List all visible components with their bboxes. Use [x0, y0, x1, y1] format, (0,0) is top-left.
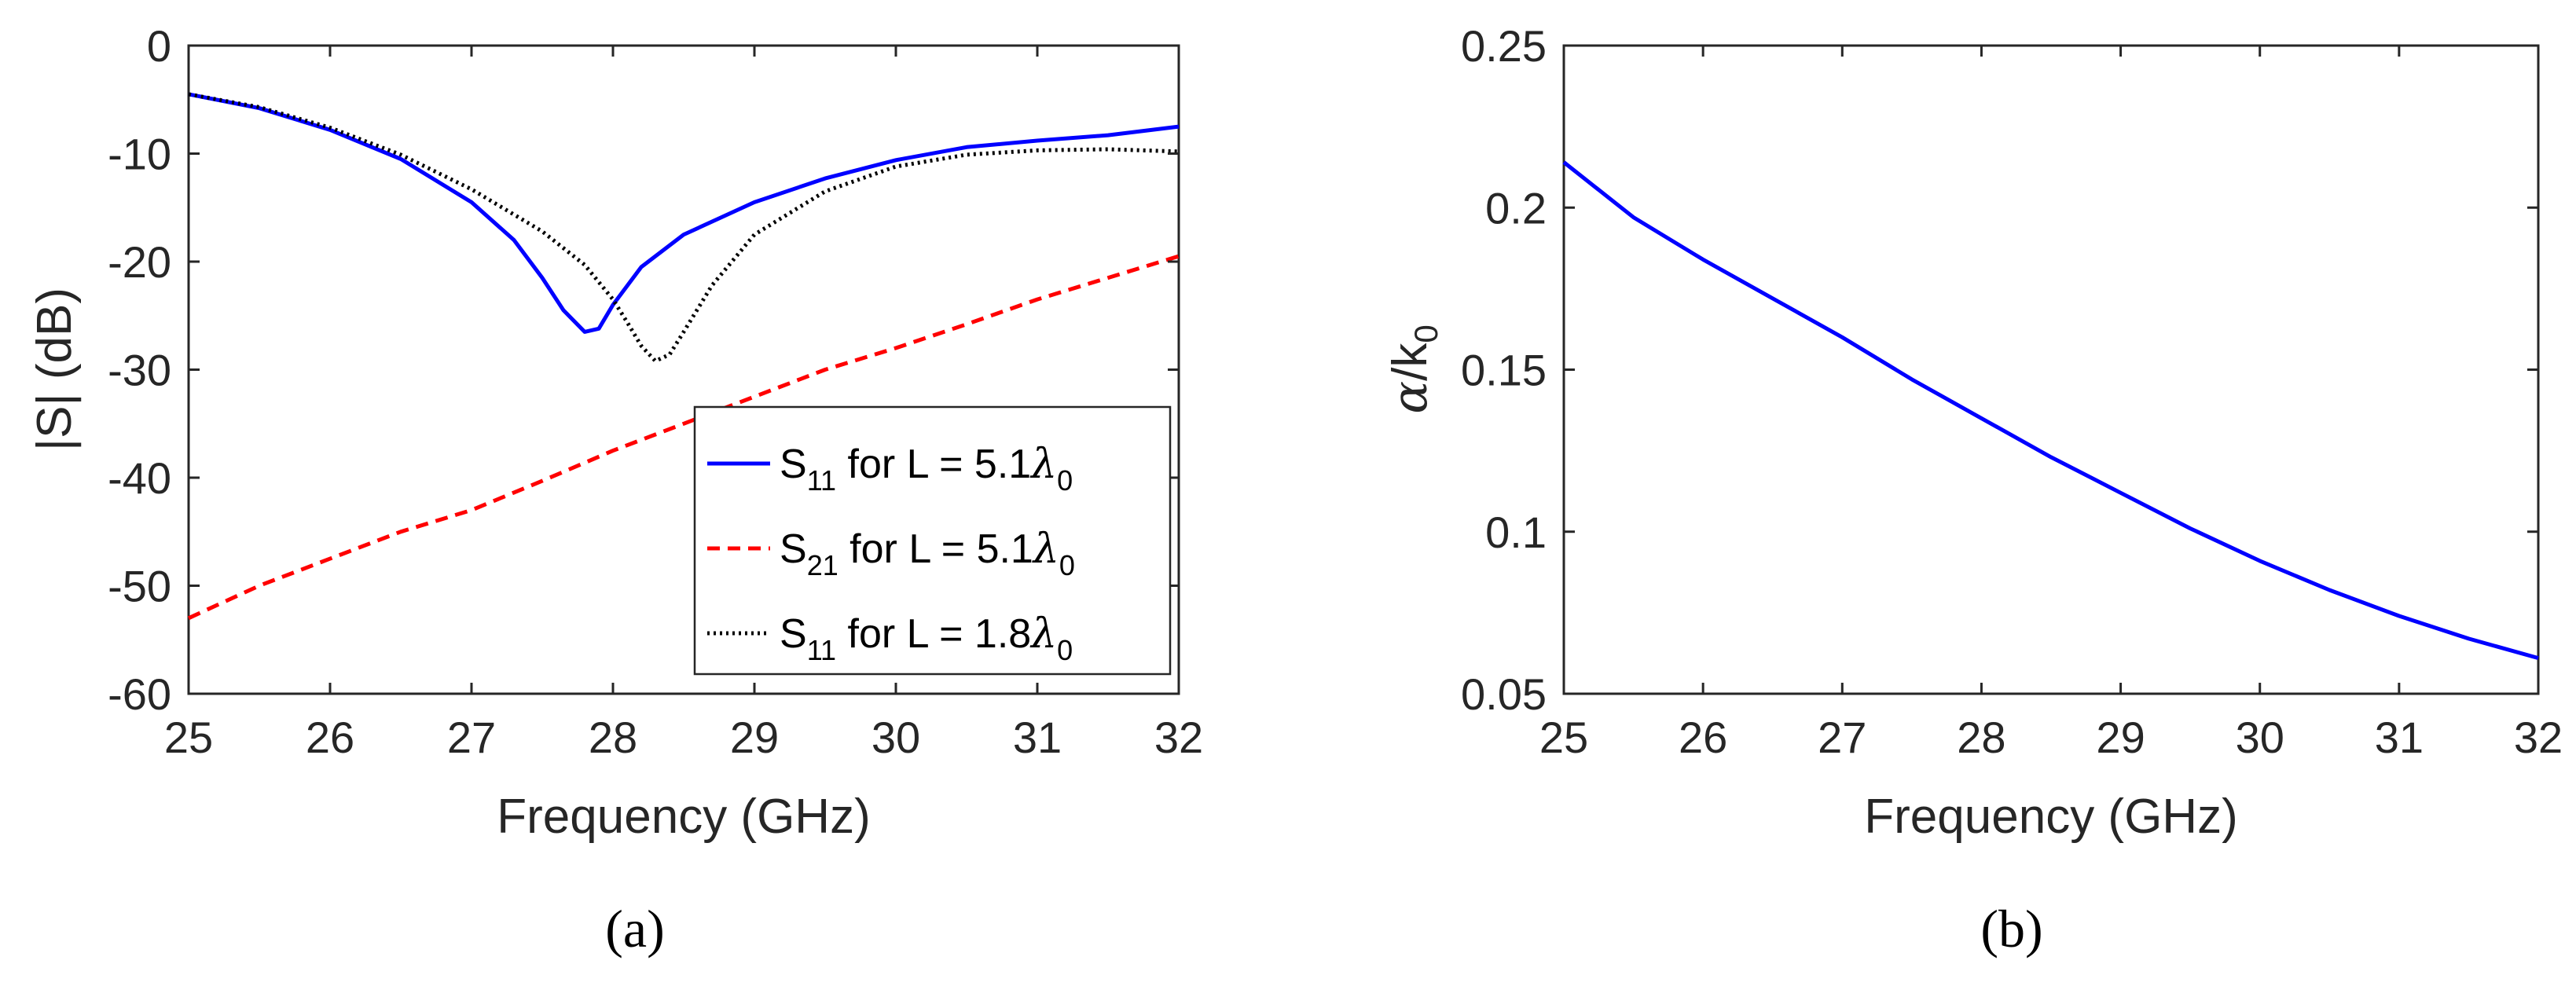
x-tick-label: 32 [2514, 713, 2563, 762]
legend-entry-2: S11 for L = 1.8λ0 [780, 610, 1073, 666]
panel-b-label: (b) [1980, 899, 2042, 959]
y-tick-label: 0 [147, 21, 171, 71]
x-tick-label: 26 [306, 713, 354, 762]
x-tick-label: 32 [1154, 713, 1203, 762]
x-tick-label: 26 [1679, 713, 1727, 762]
y-tick-label: 0.15 [1461, 346, 1547, 395]
legend-entry-1: S21 for L = 5.1λ0 [780, 526, 1075, 581]
x-tick-label: 28 [1957, 713, 2005, 762]
x-tick-label: 29 [2096, 713, 2145, 762]
panel-a-ylabel: |S| (dB) [28, 288, 82, 451]
x-tick-label: 25 [1539, 713, 1588, 762]
panel-a-legend: S11 for L = 5.1λ0 S21 for L = 5.1λ0 S11 fo… [693, 405, 1172, 676]
y-tick-label: -10 [108, 130, 171, 179]
x-tick-label: 31 [2375, 713, 2424, 762]
panel-a-series [187, 92, 1180, 621]
y-tick-label: 0.2 [1485, 183, 1547, 233]
x-tick-label: 28 [589, 713, 637, 762]
y-tick-label: -60 [108, 669, 171, 719]
series-line-0 [1562, 160, 2539, 661]
x-tick-label: 27 [1818, 713, 1866, 762]
series-line-2 [188, 92, 1180, 363]
legend-box [693, 405, 1172, 676]
panel-a-xlabel: Frequency (GHz) [497, 790, 870, 844]
panel-b: 25 26 27 28 29 30 31 32 0.05 0.1 0.15 0.2 0.25 Frequ… [1381, 21, 2563, 959]
panel-b-xlabel: Frequency (GHz) [1864, 790, 2237, 844]
y-tick-label: -40 [108, 453, 171, 503]
y-tick-label: 0.1 [1485, 508, 1547, 557]
y-tick-label: -30 [108, 346, 171, 395]
y-tick-label: 0.05 [1461, 669, 1547, 719]
x-tick-label: 30 [2236, 713, 2284, 762]
panel-a-label: (a) [605, 899, 664, 959]
panel-b-ticks: 25 26 27 28 29 30 31 32 0.05 0.1 0.15 0.2 0.25 [1461, 21, 2563, 762]
y-tick-label: -20 [108, 237, 171, 287]
legend-entry-0: S11 for L = 5.1λ0 [780, 441, 1073, 497]
x-tick-label: 27 [447, 713, 496, 762]
panel-a: 25 26 27 28 29 30 31 32 -60 -50 -40 -30 -20 -10 0 Freq… [28, 21, 1203, 959]
series-line-1 [187, 254, 1180, 621]
y-tick-label: -50 [108, 562, 171, 611]
series-line-0 [188, 92, 1180, 334]
panel-b-ylabel: α/k0 [1381, 324, 1444, 413]
x-tick-label: 30 [872, 713, 920, 762]
x-tick-label: 25 [164, 713, 213, 762]
x-tick-label: 29 [730, 713, 779, 762]
panel-a-ticks: 25 26 27 28 29 30 31 32 -60 -50 -40 -30 -20 -10 0 [108, 21, 1203, 762]
x-tick-label: 31 [1013, 713, 1062, 762]
plot-b-frame [1562, 44, 2540, 695]
y-tick-label: 0.25 [1461, 21, 1547, 71]
panel-b-series [1562, 160, 2539, 661]
